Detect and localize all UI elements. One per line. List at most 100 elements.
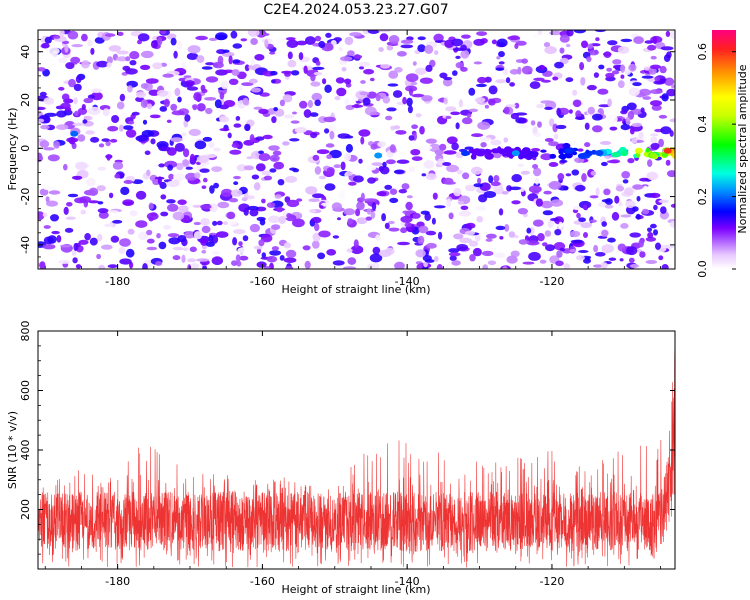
spectrogram-cell bbox=[537, 233, 545, 242]
spectrogram-cell bbox=[629, 127, 635, 135]
spectrogram-cell bbox=[437, 231, 443, 240]
spectrogram-cell bbox=[366, 208, 372, 215]
spectrogram-cell bbox=[228, 55, 233, 65]
spectrogram-cell bbox=[649, 192, 661, 199]
spectrogram-cell bbox=[592, 113, 603, 121]
spectrogram-cell bbox=[53, 35, 61, 39]
spectrogram-cell bbox=[97, 233, 103, 242]
spectrogram-cell bbox=[312, 154, 320, 161]
spectrogram-cell bbox=[655, 242, 661, 250]
spectrogram-cell bbox=[276, 206, 284, 213]
spectrogram-cell bbox=[532, 126, 538, 135]
y-tick-label: 40 bbox=[19, 45, 32, 59]
spectrogram-cell bbox=[636, 195, 641, 202]
spectrogram-cell bbox=[336, 87, 347, 97]
spectrogram-cell bbox=[146, 212, 159, 221]
spectrogram-cell bbox=[250, 38, 258, 45]
spectrogram-cell bbox=[219, 128, 230, 132]
spectrogram-cell bbox=[72, 257, 78, 264]
spectrogram-cell bbox=[341, 67, 347, 72]
spectrogram-cell bbox=[505, 77, 511, 84]
spectrogram-cell bbox=[281, 70, 293, 74]
spectrogram-cell bbox=[593, 72, 600, 78]
spectrogram-cell bbox=[152, 62, 163, 70]
spectrogram-cell bbox=[394, 261, 405, 269]
spectrogram-cell bbox=[626, 246, 638, 256]
spectrogram-cell bbox=[157, 37, 163, 46]
spectrogram-cell bbox=[372, 246, 381, 255]
spectrogram-cell bbox=[667, 170, 675, 178]
spectrogram-cell bbox=[380, 64, 391, 69]
spectrogram-cell bbox=[241, 197, 248, 202]
spectrogram-cell bbox=[75, 161, 88, 171]
spectrogram-cell bbox=[378, 47, 384, 52]
signal-trace-cell bbox=[672, 153, 675, 159]
signal-trace-cell bbox=[549, 153, 557, 159]
spectrogram-cell bbox=[460, 44, 467, 51]
spectrogram-cell bbox=[460, 205, 469, 210]
spectrogram-cell bbox=[68, 78, 76, 88]
spectrogram-cell bbox=[326, 154, 333, 160]
spectrogram-cell bbox=[196, 258, 210, 262]
spectrogram-cell bbox=[117, 31, 124, 36]
spectrogram-cell bbox=[319, 205, 324, 209]
spectrogram-cell bbox=[603, 51, 612, 58]
spectrogram-cell bbox=[44, 112, 58, 117]
spectrogram-cell bbox=[556, 107, 562, 117]
spectrogram-cell bbox=[396, 51, 407, 57]
spectrogram-cell bbox=[347, 50, 355, 57]
spectrogram-cell bbox=[183, 231, 196, 239]
spectrogram-cell bbox=[269, 250, 281, 256]
spectrogram-cell bbox=[131, 111, 140, 116]
x-tick-label: -140 bbox=[395, 575, 420, 588]
spectrogram-cell bbox=[396, 159, 410, 164]
spectrogram-cell bbox=[518, 239, 529, 245]
spectrogram-cell bbox=[599, 141, 612, 145]
spectrogram-cell bbox=[375, 94, 381, 102]
spectrogram-cell bbox=[464, 230, 475, 236]
spectrogram-cell bbox=[108, 45, 122, 52]
spectrogram-cell bbox=[556, 250, 563, 258]
spectrogram-cell bbox=[168, 237, 181, 245]
spectrogram-cell bbox=[43, 225, 51, 229]
spectrogram-cell bbox=[620, 124, 631, 131]
spectrogram-cell bbox=[509, 82, 515, 87]
spectrogram-cell bbox=[119, 124, 124, 132]
spectrogram-cell bbox=[395, 130, 407, 135]
spectrogram-cell bbox=[388, 227, 400, 232]
spectrogram-cell bbox=[177, 199, 187, 205]
spectrogram-cell bbox=[259, 218, 266, 226]
spectrogram-cell bbox=[531, 148, 541, 152]
spectrogram-cell bbox=[266, 202, 276, 209]
spectrogram-cell bbox=[411, 156, 423, 162]
spectrogram-cell bbox=[283, 114, 295, 119]
spectrogram-cell bbox=[670, 30, 675, 39]
spectrogram-cell bbox=[331, 202, 342, 211]
spectrogram-cell bbox=[461, 117, 473, 125]
spectrogram-cell bbox=[271, 116, 277, 124]
spectrogram-cell bbox=[64, 44, 69, 53]
spectrogram-cell bbox=[661, 264, 669, 269]
spectrogram-cell bbox=[559, 47, 565, 54]
snr-x-axis-label: Height of straight line (km) bbox=[281, 583, 430, 596]
spectrogram-cell bbox=[212, 250, 221, 256]
spectrogram-cell bbox=[543, 42, 551, 48]
spectrogram-cell bbox=[261, 234, 273, 243]
spectrogram-cell bbox=[490, 181, 501, 187]
spectrogram-cell bbox=[607, 98, 612, 107]
spectrogram-cell bbox=[553, 133, 559, 140]
spectrogram-cell bbox=[386, 45, 394, 51]
spectrogram-cell bbox=[407, 105, 413, 114]
spectrogram-cell bbox=[671, 84, 675, 89]
spectrogram-cell bbox=[584, 142, 591, 148]
spectrogram-cell bbox=[90, 47, 95, 55]
spectrogram-cell bbox=[377, 141, 387, 148]
spectrogram-cell bbox=[142, 119, 148, 125]
spectrogram-cell bbox=[119, 258, 132, 265]
spectrogram-cell bbox=[258, 150, 264, 155]
spectrogram-cell bbox=[488, 175, 494, 184]
spectrogram-cell bbox=[529, 81, 541, 89]
spectrogram-cell bbox=[449, 255, 457, 261]
spectrogram-cell bbox=[389, 144, 396, 153]
spectrogram-cell bbox=[626, 102, 637, 111]
